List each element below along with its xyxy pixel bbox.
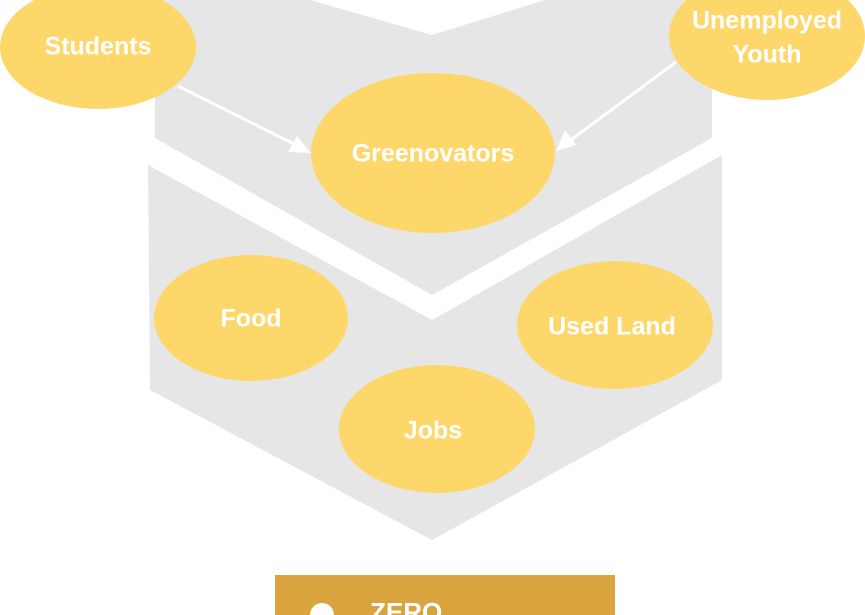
node-unemployed-youth-label-line1: Unemployed <box>692 7 842 35</box>
node-students: Students <box>0 0 196 109</box>
node-used-land-label: Used Land <box>548 313 676 341</box>
node-used-land: Used Land <box>517 261 713 389</box>
arrow-students-to-greenovators <box>177 84 311 153</box>
node-jobs: Jobs <box>339 365 535 493</box>
node-jobs-label: Jobs <box>404 417 462 445</box>
node-used-land-shape <box>517 261 713 389</box>
arrow-youth-to-greenovators <box>556 60 677 151</box>
node-food-shape <box>154 255 348 381</box>
node-jobs-shape <box>339 365 535 493</box>
node-greenovators-shape <box>311 73 555 233</box>
top-chevron-notch <box>310 0 545 35</box>
node-greenovators: Greenovators <box>311 73 555 233</box>
node-unemployed-youth: Unemployed Youth <box>669 0 865 100</box>
lower-chevron <box>148 155 722 540</box>
node-unemployed-youth-shape <box>669 0 865 100</box>
node-food: Food <box>154 255 348 381</box>
banner-icon <box>310 603 334 615</box>
bottom-banner: ZERO <box>275 575 615 615</box>
node-unemployed-youth-label-line2: Youth <box>733 41 802 69</box>
node-students-shape <box>0 0 196 109</box>
bottom-banner-text: ZERO <box>370 597 442 615</box>
node-food-label: Food <box>220 305 281 333</box>
node-greenovators-label: Greenovators <box>352 140 515 168</box>
node-students-label: Students <box>45 33 152 61</box>
